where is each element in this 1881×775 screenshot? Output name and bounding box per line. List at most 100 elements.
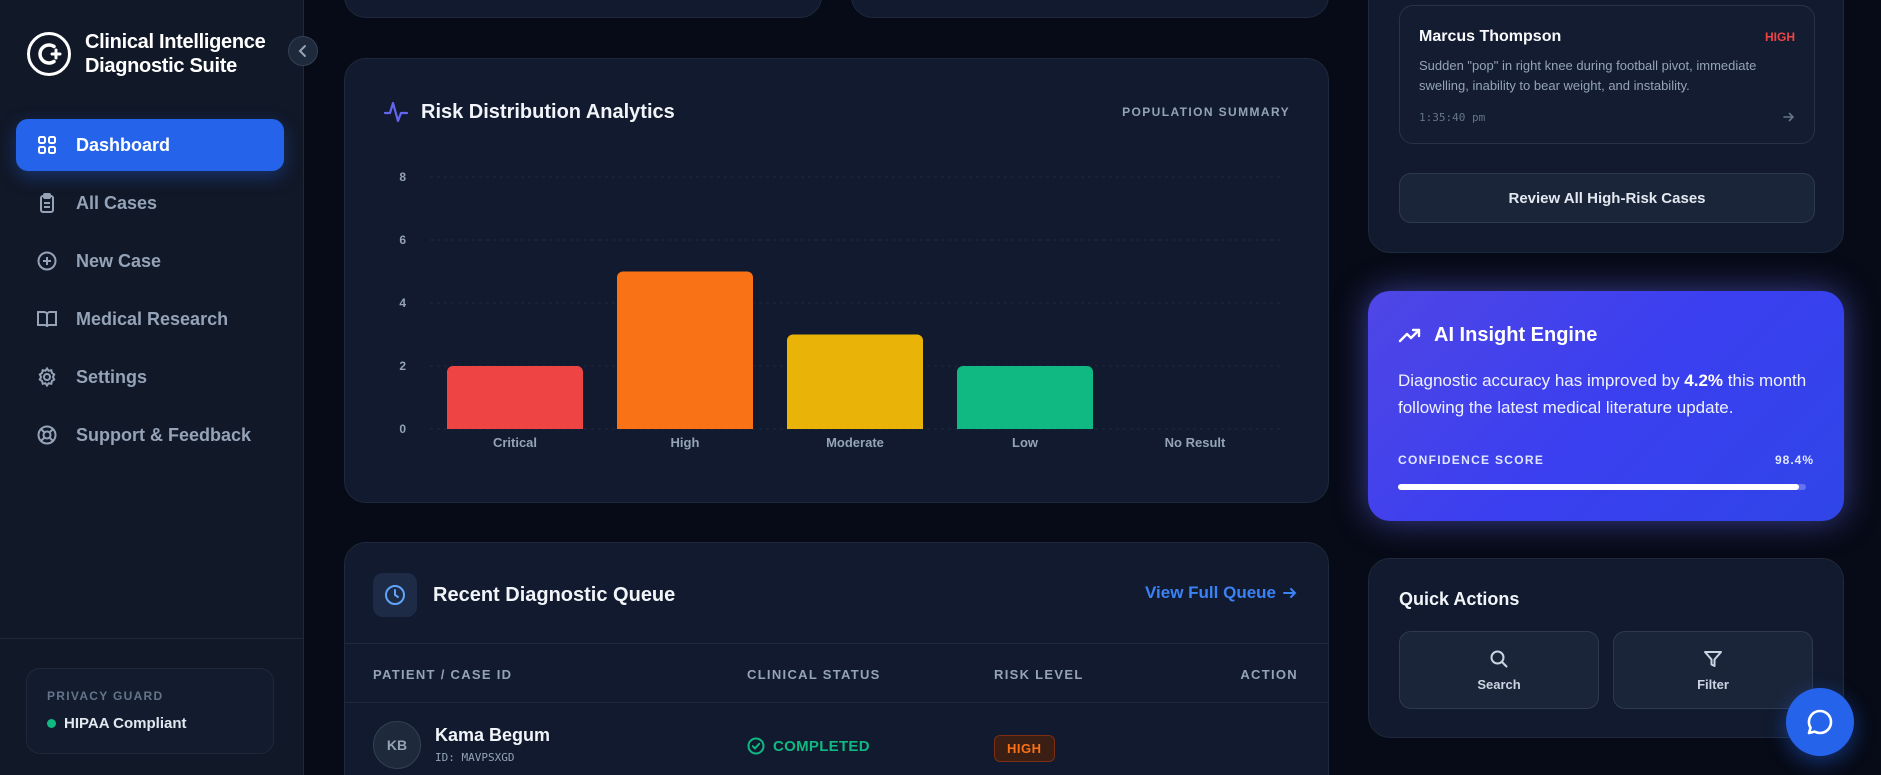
case-description: Sudden "pop" in right knee during footba…	[1419, 58, 1757, 93]
bar-high[interactable]	[617, 271, 753, 430]
brand-title-line2: Diagnostic Suite	[85, 55, 237, 77]
diagnostic-queue-card: Recent Diagnostic Queue View Full Queue …	[344, 542, 1329, 775]
risk-card-title: Risk Distribution Analytics	[421, 100, 675, 123]
case-timestamp: 1:35:40 pm	[1419, 111, 1486, 124]
risk-bar-chart: 0 2 4 6 8 Critical High Moderate Low No Result	[399, 170, 1280, 450]
case-risk-level: HIGH	[1765, 30, 1795, 44]
risk-level-badge: HIGH	[994, 735, 1055, 762]
sidebar-divider	[0, 638, 304, 639]
bar-base	[787, 423, 923, 429]
clipboard-icon	[40, 193, 54, 213]
sidebar-item-support-feedback[interactable]: Support & Feedback	[16, 409, 284, 461]
review-high-risk-button[interactable]: Review All High-Risk Cases	[1399, 173, 1815, 223]
y-tick-label: 2	[399, 359, 406, 373]
privacy-guard-title: PRIVACY GUARD	[47, 689, 164, 703]
privacy-guard-panel: PRIVACY GUARD HIPAA Compliant	[26, 668, 274, 754]
ai-insight-title: AI Insight Engine	[1434, 323, 1598, 346]
bar-base	[957, 423, 1093, 429]
brand-title-line1: Clinical Intelligence	[85, 31, 266, 53]
brand-logo-icon	[27, 32, 71, 76]
arrow-right-icon	[1783, 112, 1795, 122]
insight-highlight: 4.2%	[1684, 371, 1724, 390]
ai-insight-card: AI Insight Engine Diagnostic accuracy ha…	[1368, 291, 1844, 521]
y-tick-label: 8	[399, 170, 406, 184]
book-icon	[37, 311, 57, 328]
status-badge: COMPLETED	[747, 737, 870, 755]
sidebar: Clinical Intelligence Diagnostic Suite D…	[0, 0, 304, 775]
sidebar-item-label: All Cases	[76, 192, 158, 213]
confidence-score-value: 98.4%	[1774, 453, 1814, 467]
chat-bubble-icon	[1807, 709, 1833, 735]
sidebar-item-label: Medical Research	[76, 308, 229, 329]
sidebar-item-label: New Case	[76, 250, 162, 271]
gear-icon	[38, 366, 56, 388]
y-tick-label: 6	[399, 233, 406, 247]
x-tick-label: Moderate	[826, 435, 884, 450]
y-tick-label: 0	[399, 422, 406, 436]
chevron-left-icon	[298, 45, 306, 57]
sidebar-item-label: Settings	[76, 366, 148, 387]
privacy-status-label: HIPAA Compliant	[64, 715, 187, 732]
lifebuoy-icon	[37, 425, 57, 445]
sidebar-item-dashboard[interactable]: Dashboard	[16, 119, 284, 171]
confidence-progress-fill	[1398, 484, 1800, 490]
bar-critical[interactable]	[447, 366, 583, 429]
quick-actions-card: Quick Actions Search Filter	[1368, 558, 1844, 738]
search-action-button[interactable]: Search	[1399, 631, 1599, 709]
filter-action-label: Filter	[1697, 676, 1729, 692]
brand[interactable]: Clinical Intelligence Diagnostic Suite	[27, 30, 266, 78]
x-tick-label: High	[671, 435, 700, 450]
confidence-progress-bar	[1398, 484, 1806, 490]
sidebar-item-new-case[interactable]: New Case	[16, 235, 284, 287]
quick-actions-title: Quick Actions	[1399, 589, 1520, 609]
trending-up-icon	[1398, 328, 1421, 343]
queue-header: Recent Diagnostic Queue	[373, 573, 675, 617]
stat-card-partial	[851, 0, 1329, 18]
bar-low[interactable]	[957, 366, 1093, 429]
column-header-patient: PATIENT / CASE ID	[373, 667, 513, 682]
view-full-queue-link[interactable]: View Full Queue	[1145, 583, 1298, 603]
x-tick-label: No Result	[1165, 435, 1226, 450]
activity-pulse-icon	[383, 101, 409, 123]
bar-base	[617, 423, 753, 429]
y-tick-label: 4	[399, 296, 406, 310]
column-header-risk: RISK LEVEL	[994, 667, 1084, 682]
search-icon	[1490, 650, 1508, 667]
plus-circle-icon	[37, 251, 57, 271]
check-circle-icon	[747, 737, 765, 755]
ai-insight-text: Diagnostic accuracy has improved by 4.2%…	[1398, 367, 1818, 421]
filter-action-button[interactable]: Filter	[1613, 631, 1813, 709]
x-tick-label: Critical	[493, 435, 537, 450]
patient-case-id: ID: MAVPSXGD	[435, 751, 515, 764]
insight-text-before: Diagnostic accuracy has improved by	[1398, 371, 1685, 390]
patient-name: Kama Begum	[435, 725, 551, 745]
clock-icon	[373, 573, 417, 617]
brand-title: Clinical Intelligence Diagnostic Suite	[85, 30, 266, 78]
risk-distribution-card: Risk Distribution Analytics POPULATION S…	[344, 58, 1329, 503]
bar-base	[447, 423, 583, 429]
sidebar-item-label: Support & Feedback	[76, 424, 252, 445]
grid-icon	[38, 136, 56, 154]
avatar: KB	[373, 721, 421, 769]
sidebar-item-settings[interactable]: Settings	[16, 351, 284, 403]
high-risk-case-item[interactable]: Marcus Thompson HIGH Sudden "pop" in rig…	[1399, 5, 1815, 144]
arrow-right-icon	[1283, 588, 1297, 598]
risk-card-header: Risk Distribution Analytics	[383, 99, 675, 125]
case-patient-name: Marcus Thompson	[1419, 28, 1562, 45]
confidence-score-label: CONFIDENCE SCORE	[1398, 453, 1545, 467]
filter-icon	[1704, 650, 1722, 667]
search-action-label: Search	[1477, 676, 1521, 692]
bar-moderate[interactable]	[787, 334, 923, 430]
column-header-action: ACTION	[1240, 667, 1298, 682]
ai-insight-header: AI Insight Engine	[1398, 323, 1597, 347]
chat-support-button[interactable]	[1786, 688, 1854, 756]
table-header-divider	[345, 702, 1328, 703]
collapse-sidebar-button[interactable]	[288, 36, 318, 66]
status-label: COMPLETED	[773, 737, 870, 755]
status-dot-icon	[47, 719, 56, 728]
sidebar-item-medical-research[interactable]: Medical Research	[16, 293, 284, 345]
queue-title: Recent Diagnostic Queue	[433, 583, 676, 606]
high-risk-cases-panel: Marcus Thompson HIGH Sudden "pop" in rig…	[1368, 0, 1844, 253]
sidebar-item-all-cases[interactable]: All Cases	[16, 177, 284, 229]
main-nav: Dashboard All Cases New Case Medical Res…	[16, 119, 284, 467]
